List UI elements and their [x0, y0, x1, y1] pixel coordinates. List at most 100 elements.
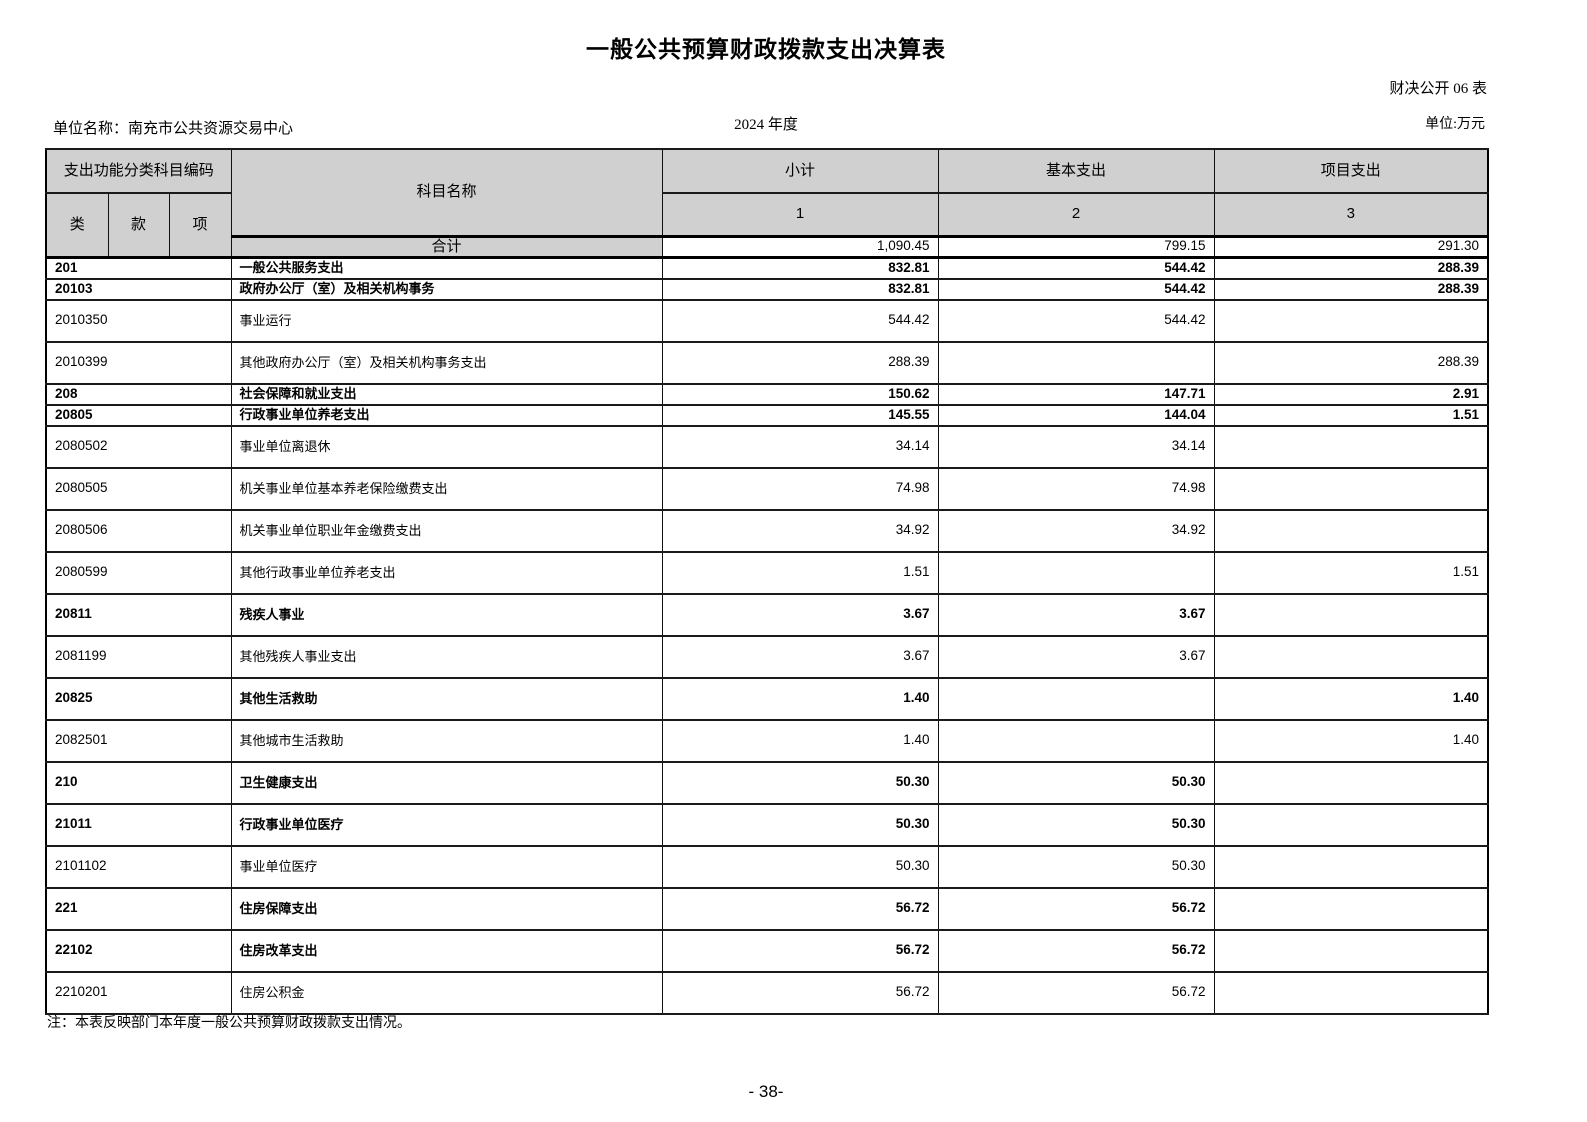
- row-project: 288.39: [1213, 277, 1489, 301]
- row-code: 2010399: [45, 340, 232, 385]
- row-subject-name: 机关事业单位职业年金缴费支出: [230, 508, 663, 553]
- form-code: 财决公开 06 表: [1389, 81, 1487, 97]
- row-project: 1.51: [1213, 550, 1489, 595]
- row-basic: 56.72: [937, 928, 1215, 973]
- total-project: 291.30: [1213, 234, 1489, 260]
- row-subject-name: 卫生健康支出: [230, 760, 663, 805]
- row-subtotal: 3.67: [661, 592, 939, 637]
- row-subtotal: 74.98: [661, 466, 939, 511]
- row-subtotal: 1.51: [661, 550, 939, 595]
- row-code: 2080505: [45, 466, 232, 511]
- row-basic: [937, 550, 1215, 595]
- row-project: [1213, 844, 1489, 889]
- row-subtotal: 50.30: [661, 760, 939, 805]
- row-code: 20811: [45, 592, 232, 637]
- row-code: 2080599: [45, 550, 232, 595]
- row-subject-name: 政府办公厅（室）及相关机构事务: [230, 277, 663, 301]
- meta-row: 单位名称：南充市公共资源交易中心 2024 年度 单位:万元: [45, 117, 1487, 139]
- row-subtotal: 150.62: [661, 382, 939, 406]
- row-basic: [937, 340, 1215, 385]
- row-subject-name: 其他行政事业单位养老支出: [230, 550, 663, 595]
- row-subtotal: 832.81: [661, 256, 939, 280]
- row-project: [1213, 928, 1489, 973]
- row-basic: 147.71: [937, 382, 1215, 406]
- expenditure-table: 支出功能分类科目编码 科目名称 小计 基本支出 项目支出 类 款 项 1 2 3…: [45, 148, 1490, 1015]
- header-basic: 基本支出: [937, 148, 1215, 194]
- row-code: 20805: [45, 403, 232, 427]
- header-colnum-1: 1: [661, 192, 939, 238]
- row-project: [1213, 508, 1489, 553]
- table-row: 2080599 其他行政事业单位养老支出 1.51 1.51: [45, 550, 1489, 595]
- row-code: 221: [45, 886, 232, 931]
- table-body: 支出功能分类科目编码 科目名称 小计 基本支出 项目支出 类 款 项 1 2 3…: [45, 148, 1489, 1015]
- table-row: 20103 政府办公厅（室）及相关机构事务 832.81 544.42 288.39: [45, 277, 1489, 301]
- row-subtotal: 1.40: [661, 718, 939, 763]
- row-basic: [937, 676, 1215, 721]
- row-subtotal: 50.30: [661, 802, 939, 847]
- table-row: 201 一般公共服务支出 832.81 544.42 288.39: [45, 256, 1489, 280]
- table-row: 208 社会保障和就业支出 150.62 147.71 2.91: [45, 382, 1489, 406]
- row-subtotal: 832.81: [661, 277, 939, 301]
- row-subject-name: 社会保障和就业支出: [230, 382, 663, 406]
- row-subtotal: 34.92: [661, 508, 939, 553]
- row-basic: 544.42: [937, 298, 1215, 343]
- row-project: [1213, 466, 1489, 511]
- header-row-1: 支出功能分类科目编码 科目名称 小计 基本支出 项目支出: [45, 148, 1489, 237]
- table-row: 2082501 其他城市生活救助 1.40 1.40: [45, 718, 1489, 763]
- row-project: [1213, 298, 1489, 343]
- row-code: 20103: [45, 277, 232, 301]
- footnote: 注：本表反映部门本年度一般公共预算财政拨款支出情况。: [47, 1016, 411, 1031]
- row-project: [1213, 802, 1489, 847]
- row-subject-name: 其他生活救助: [230, 676, 663, 721]
- row-subject-name: 住房公积金: [230, 970, 663, 1015]
- unit-name: 单位名称：南充市公共资源交易中心: [53, 121, 294, 137]
- fiscal-year: 2024 年度: [734, 117, 798, 133]
- row-code: 2081199: [45, 634, 232, 679]
- total-row: 合计 1,090.45 799.15 291.30: [46, 234, 1489, 260]
- header-colnum-2: 2: [937, 192, 1215, 238]
- row-basic: 50.30: [937, 760, 1215, 805]
- page-number: - 38-: [748, 1082, 784, 1101]
- row-project: [1213, 886, 1489, 931]
- table-row: 2080502 事业单位离退休 34.14 34.14: [45, 424, 1489, 469]
- row-basic: 144.04: [937, 403, 1215, 427]
- row-basic: 50.30: [937, 802, 1215, 847]
- row-subject-name: 住房保障支出: [230, 886, 663, 931]
- table-row: 2101102 事业单位医疗 50.30 50.30: [45, 844, 1489, 889]
- table-row: 22102 住房改革支出 56.72 56.72: [45, 928, 1489, 973]
- header-col-item: 款: [107, 192, 170, 260]
- total-basic: 799.15: [937, 234, 1215, 260]
- table-row: 20811 残疾人事业 3.67 3.67: [45, 592, 1489, 637]
- row-subject-name: 行政事业单位医疗: [230, 802, 663, 847]
- table-row: 20805 行政事业单位养老支出 145.55 144.04 1.51: [45, 403, 1489, 427]
- row-code: 21011: [45, 802, 232, 847]
- header-subject-name: 科目名称: [230, 148, 663, 237]
- row-code: 2082501: [45, 718, 232, 763]
- row-subject-name: 事业单位医疗: [230, 844, 663, 889]
- row-subject-name: 残疾人事业: [230, 592, 663, 637]
- row-subtotal: 3.67: [661, 634, 939, 679]
- row-subtotal: 56.72: [661, 928, 939, 973]
- row-basic: 544.42: [937, 277, 1215, 301]
- row-subject-name: 其他政府办公厅（室）及相关机构事务支出: [230, 340, 663, 385]
- row-project: 1.40: [1213, 676, 1489, 721]
- row-basic: 34.92: [937, 508, 1215, 553]
- row-basic: 3.67: [937, 634, 1215, 679]
- row-basic: 3.67: [937, 592, 1215, 637]
- table-row: 2010350 事业运行 544.42 544.42: [45, 298, 1489, 343]
- row-basic: 56.72: [937, 970, 1215, 1015]
- header-col-subitem: 项: [168, 192, 232, 260]
- row-project: 288.39: [1213, 340, 1489, 385]
- table-row: 2080506 机关事业单位职业年金缴费支出 34.92 34.92: [45, 508, 1489, 553]
- row-basic: 34.14: [937, 424, 1215, 469]
- row-subject-name: 一般公共服务支出: [230, 256, 663, 280]
- row-subject-name: 事业运行: [230, 298, 663, 343]
- unit-of-measure: 单位:万元: [1425, 117, 1485, 132]
- row-basic: [937, 718, 1215, 763]
- row-project: 1.40: [1213, 718, 1489, 763]
- row-code: 201: [45, 256, 232, 280]
- header-subtotal: 小计: [661, 148, 939, 194]
- row-code: 2210201: [45, 970, 232, 1015]
- row-project: [1213, 592, 1489, 637]
- row-project: [1213, 970, 1489, 1015]
